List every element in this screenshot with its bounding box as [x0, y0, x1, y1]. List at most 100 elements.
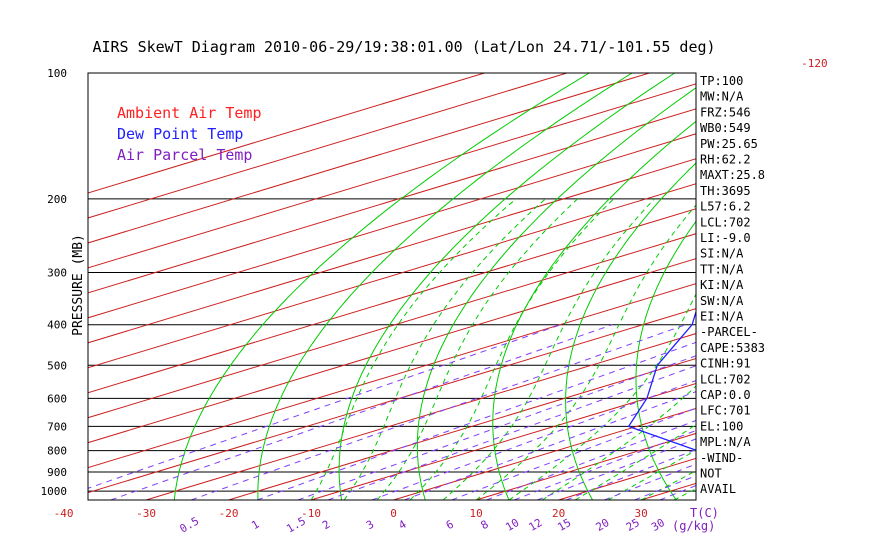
pressure-tick-label: 100: [47, 67, 67, 80]
dry-adiabat-line: [416, 87, 696, 500]
index-value: CINH:91: [700, 357, 751, 371]
pressure-tick-label: 700: [47, 420, 67, 433]
dry-adiabat-line: [635, 220, 696, 500]
isotherm-line: [88, 73, 568, 219]
index-value: SI:N/A: [700, 247, 744, 261]
mixing-ratio-line: [88, 324, 562, 489]
pressure-tick-label: 400: [47, 319, 67, 332]
index-value: RH:62.2: [700, 153, 751, 167]
index-value: -WIND-: [700, 451, 743, 465]
index-value: LCL:702: [700, 215, 751, 229]
index-value: CAP:0.0: [700, 388, 751, 402]
pressure-tick-label: 1000: [41, 485, 68, 498]
mixing-ratio-line: [486, 419, 696, 500]
pressure-tick-label: 200: [47, 193, 67, 206]
moist-adiabat-line: [376, 198, 578, 500]
y-axis-label: PRESSURE (MB): [71, 234, 86, 336]
isotherm-line: [88, 208, 696, 394]
pressure-tick-label: 500: [47, 359, 67, 372]
mixing-ratio-line: [256, 341, 696, 500]
dry-adiabat-line: [565, 162, 696, 500]
bottom-temp-tick-label: -30: [136, 507, 156, 520]
mixing-ratio-tick-label: 25: [624, 516, 642, 534]
index-value: AVAIL: [700, 482, 736, 496]
mixing-ratio-line: [327, 365, 696, 500]
index-value: MPL:N/A: [700, 435, 751, 449]
series-line-0: [744, 73, 870, 451]
legend-item: Dew Point Temp: [117, 125, 243, 143]
index-value: NOT: [700, 467, 722, 481]
moist-adiabat-line: [508, 293, 696, 500]
mixing-ratio-tick-label: 0.5: [177, 514, 201, 535]
top-temp-tick-label: -120: [801, 57, 828, 70]
bottom-temp-tick-label: -10: [301, 507, 321, 520]
moist-adiabat-line: [310, 198, 517, 500]
isotherm-line: [88, 308, 696, 494]
index-value: LI:-9.0: [700, 231, 751, 245]
dry-adiabat-line: [492, 120, 696, 500]
mixing-ratio-tick-label: 8: [479, 518, 491, 533]
mixing-ratio-tick-label: 10: [503, 516, 521, 534]
index-value: SW:N/A: [700, 294, 744, 308]
isotherm-line: [145, 333, 696, 500]
pressure-tick-label: 800: [47, 445, 67, 458]
dry-adiabat-line: [257, 73, 633, 500]
index-value: FRZ:546: [700, 105, 751, 119]
pressure-tick-label: 300: [47, 267, 67, 280]
plot-frame: [87, 72, 697, 501]
mixing-ratio-tick-label: 4: [396, 517, 409, 532]
mixing-ratio-tick-label: 1: [249, 518, 261, 533]
pressure-tick-label: 900: [47, 466, 67, 479]
chart-title: AIRS SkewT Diagram 2010-06-29/19:38:01.0…: [92, 38, 715, 56]
bottom-temp-tick-label: 10: [469, 507, 482, 520]
pressure-tick-label: 600: [47, 392, 67, 405]
isotherm-line: [88, 83, 696, 269]
dry-adiabat-line: [770, 73, 870, 500]
mixing-ratio-tick-label: 20: [594, 516, 612, 534]
temp-unit-label: T(C): [690, 506, 719, 520]
legend-item: Ambient Air Temp: [117, 104, 262, 122]
isotherm-line: [88, 133, 696, 319]
index-value: CAPE:5383: [700, 341, 765, 355]
bottom-temp-tick-label: 0: [390, 507, 397, 520]
mixing-ratio-tick-label: 30: [649, 516, 667, 534]
isotherm-line: [228, 358, 696, 500]
isotherm-line: [88, 233, 696, 419]
moist-adiabat-line: [343, 198, 546, 500]
isotherm-line: [88, 283, 696, 469]
mixing-ratio-tick-label: 3: [364, 518, 376, 533]
moist-adiabat-line: [442, 198, 655, 500]
index-value: LFC:701: [700, 404, 751, 418]
index-value: MW:N/A: [700, 90, 744, 104]
index-value: L57:6.2: [700, 200, 751, 214]
mixing-ratio-tick-label: 15: [555, 516, 573, 534]
dry-adiabat-line: [338, 73, 675, 500]
bottom-temp-tick-label: -40: [54, 507, 74, 520]
index-value: TP:100: [700, 74, 743, 88]
mixing-ratio-line: [451, 407, 696, 500]
moist-adiabat-line: [475, 204, 696, 500]
isotherm-line: [310, 382, 696, 500]
mixing-ratio-line: [110, 324, 613, 500]
index-value: EI:N/A: [700, 310, 744, 324]
mixing-ratio-line: [297, 355, 696, 500]
series-line-2: [804, 73, 870, 451]
isotherm-line: [88, 73, 485, 194]
isotherm-line: [393, 407, 696, 500]
legend-item: Air Parcel Temp: [117, 146, 252, 164]
dry-adiabat-line: [173, 73, 590, 500]
isotherm-line: [806, 73, 870, 500]
moist-adiabat-line: [541, 385, 696, 500]
bottom-temp-tick-label: 20: [552, 507, 565, 520]
index-value: -PARCEL-: [700, 325, 758, 339]
mixing-ratio-tick-label: 6: [444, 518, 456, 533]
index-value: EL:100: [700, 419, 743, 433]
isotherm-line: [88, 158, 696, 344]
mixing-ratio-tick-label: 12: [526, 516, 544, 534]
isotherm-line: [88, 108, 696, 294]
mixing-ratio-line: [513, 429, 696, 500]
index-value: PW:25.65: [700, 137, 758, 151]
index-value: MAXT:25.8: [700, 168, 765, 182]
index-value: WB0:549: [700, 121, 751, 135]
